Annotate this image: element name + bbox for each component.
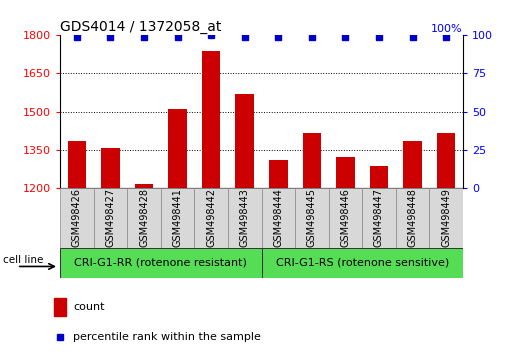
Bar — [370, 166, 388, 188]
FancyBboxPatch shape — [94, 188, 127, 248]
Text: GSM498449: GSM498449 — [441, 188, 451, 247]
FancyBboxPatch shape — [60, 188, 94, 248]
FancyBboxPatch shape — [362, 188, 396, 248]
Bar — [403, 141, 422, 188]
FancyBboxPatch shape — [262, 248, 463, 278]
FancyBboxPatch shape — [328, 188, 362, 248]
Bar — [168, 109, 187, 188]
Text: GSM498445: GSM498445 — [307, 188, 317, 247]
FancyBboxPatch shape — [127, 188, 161, 248]
Bar — [235, 94, 254, 188]
FancyBboxPatch shape — [195, 188, 228, 248]
Bar — [269, 160, 288, 188]
Bar — [54, 298, 66, 316]
Text: GSM498443: GSM498443 — [240, 188, 249, 247]
Bar — [67, 141, 86, 188]
Bar — [101, 148, 120, 188]
Text: cell line: cell line — [3, 255, 43, 265]
Text: GSM498441: GSM498441 — [173, 188, 183, 247]
Text: GSM498428: GSM498428 — [139, 188, 149, 247]
FancyBboxPatch shape — [295, 188, 328, 248]
FancyBboxPatch shape — [429, 188, 463, 248]
FancyBboxPatch shape — [262, 188, 295, 248]
Bar — [303, 133, 321, 188]
FancyBboxPatch shape — [396, 188, 429, 248]
Bar — [135, 184, 153, 188]
FancyBboxPatch shape — [228, 188, 262, 248]
Text: GSM498444: GSM498444 — [274, 188, 283, 247]
Text: GSM498446: GSM498446 — [340, 188, 350, 247]
Text: GSM498447: GSM498447 — [374, 188, 384, 247]
Text: CRI-G1-RS (rotenone sensitive): CRI-G1-RS (rotenone sensitive) — [276, 258, 449, 268]
FancyBboxPatch shape — [60, 248, 262, 278]
Text: CRI-G1-RR (rotenone resistant): CRI-G1-RR (rotenone resistant) — [74, 258, 247, 268]
Bar — [202, 51, 220, 188]
Text: 100%: 100% — [431, 24, 463, 34]
Text: percentile rank within the sample: percentile rank within the sample — [73, 332, 261, 342]
Text: count: count — [73, 302, 105, 312]
Text: GSM498427: GSM498427 — [106, 188, 116, 247]
Text: GSM498448: GSM498448 — [407, 188, 417, 247]
Text: GSM498442: GSM498442 — [206, 188, 216, 247]
Text: GDS4014 / 1372058_at: GDS4014 / 1372058_at — [60, 21, 222, 34]
Bar — [437, 133, 456, 188]
FancyBboxPatch shape — [161, 188, 195, 248]
Text: GSM498426: GSM498426 — [72, 188, 82, 247]
Bar — [336, 157, 355, 188]
